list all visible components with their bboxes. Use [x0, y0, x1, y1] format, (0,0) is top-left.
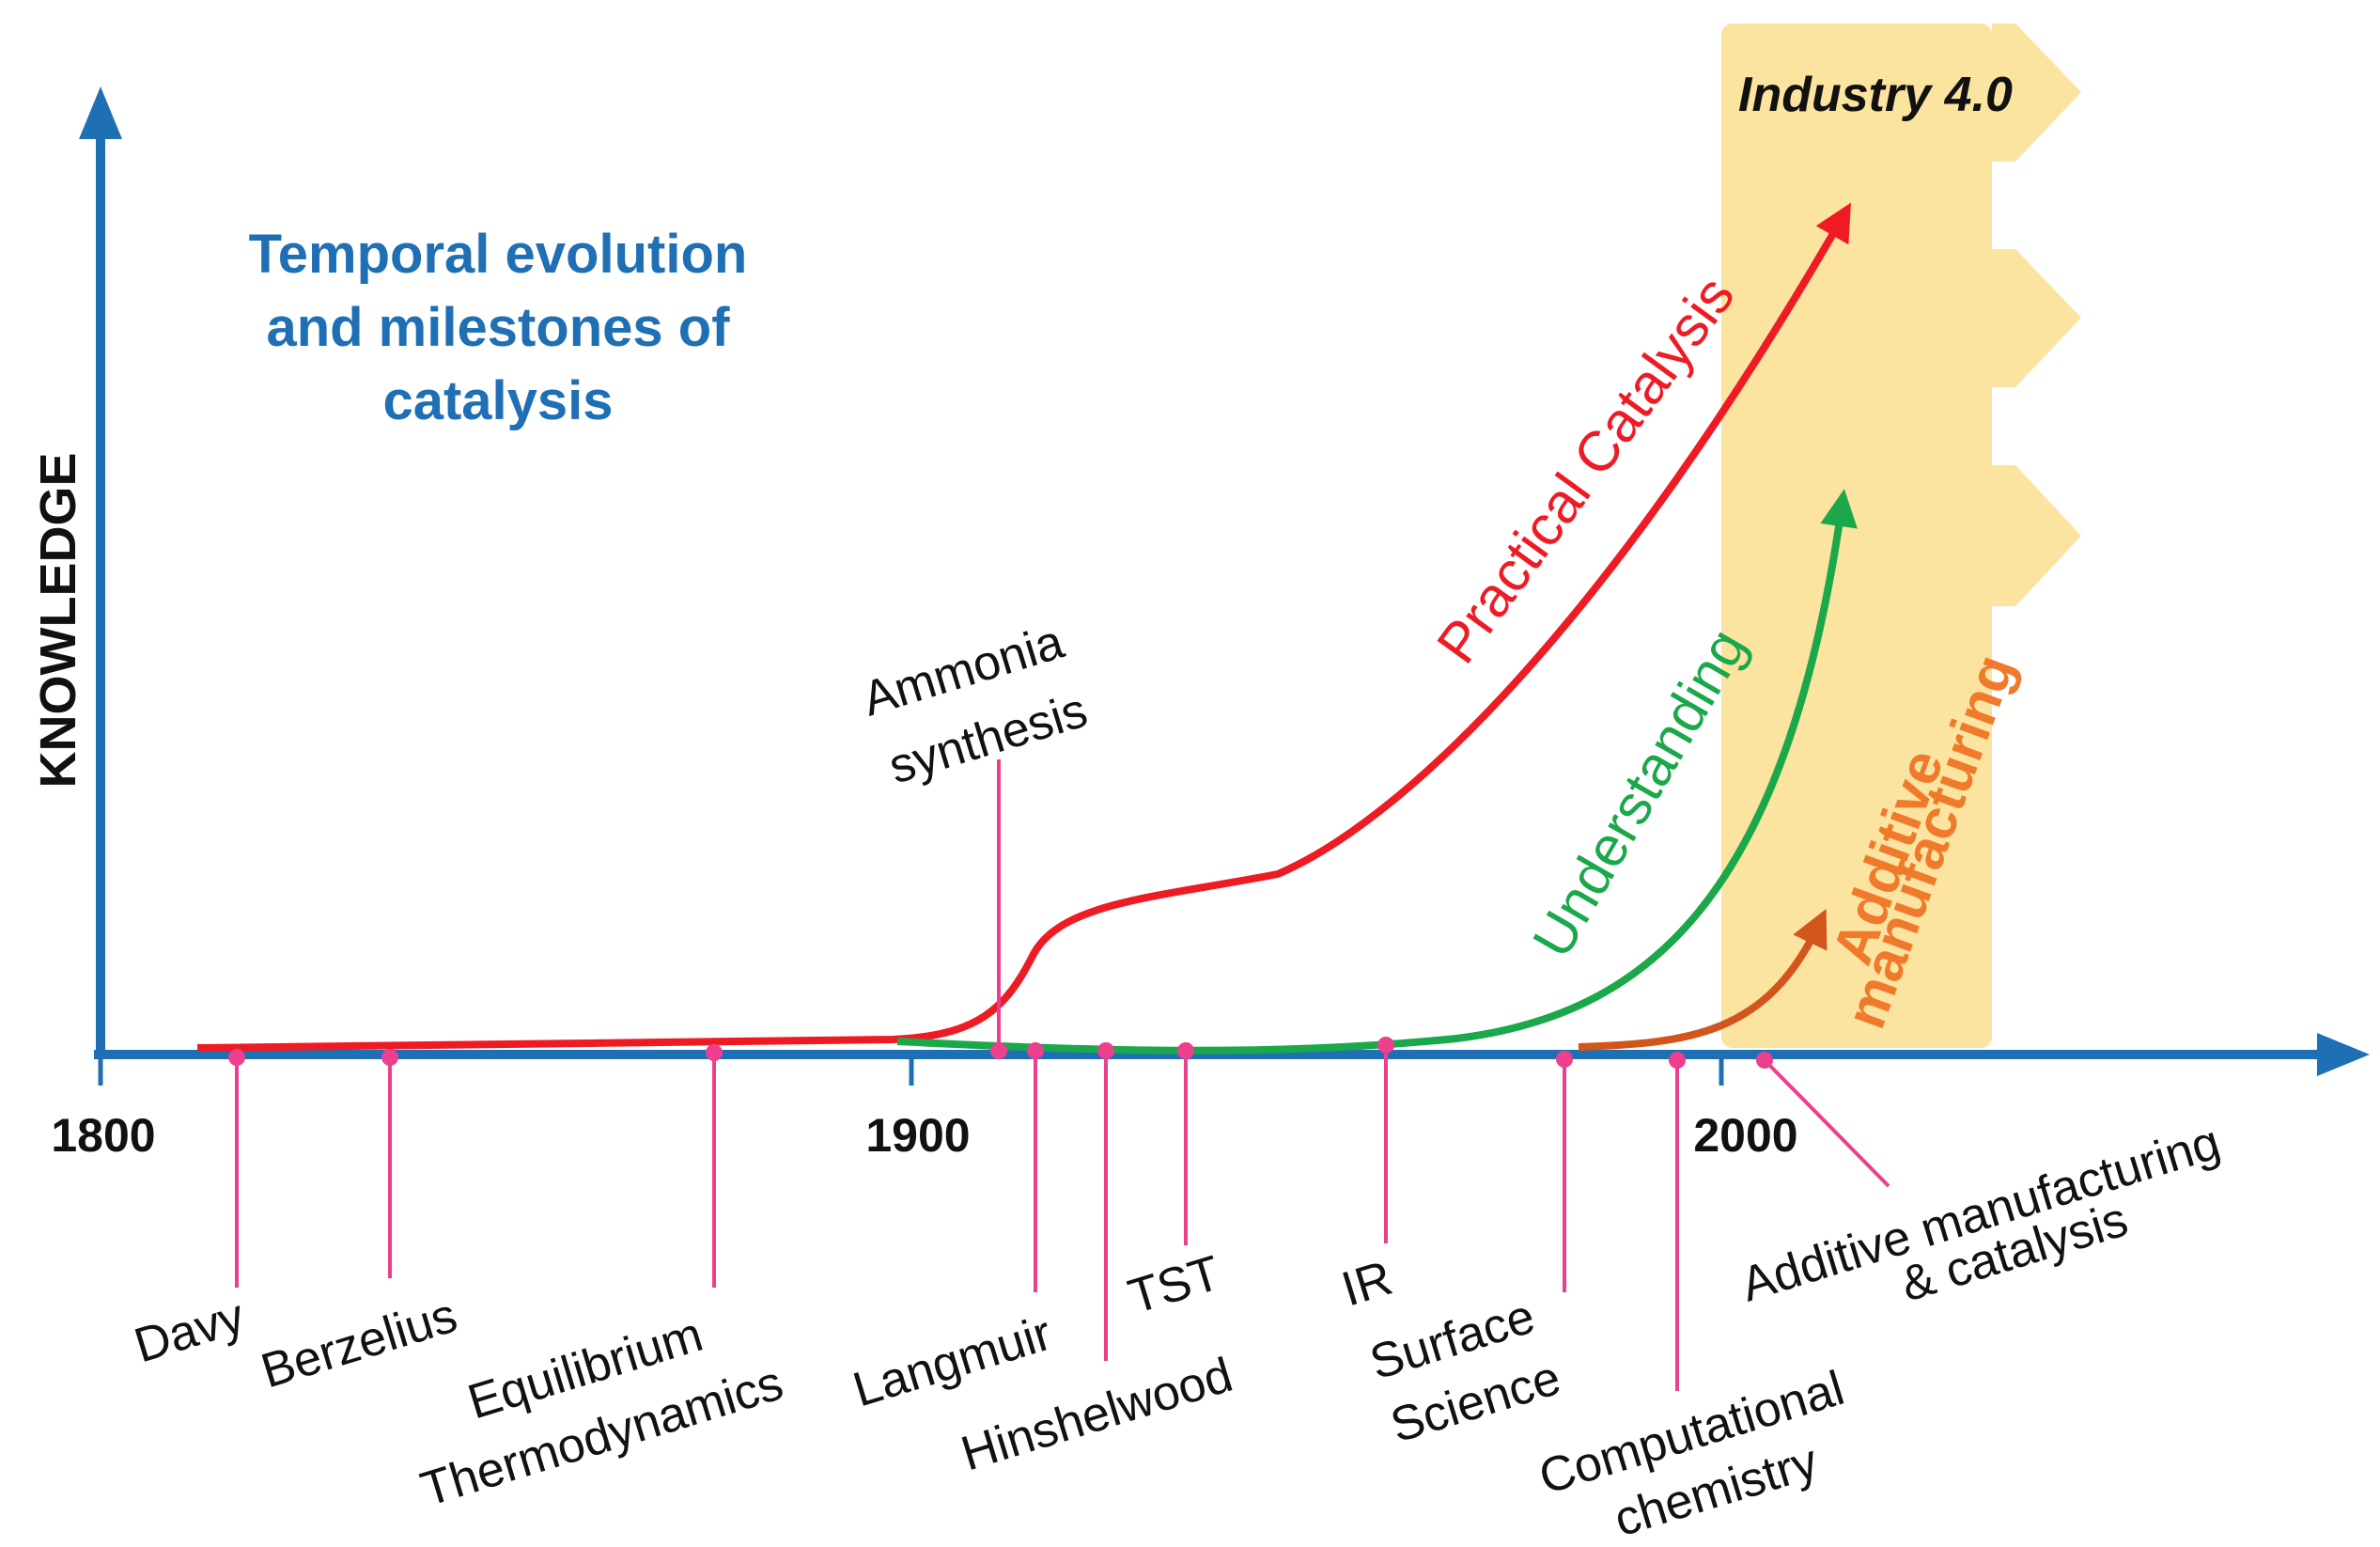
milestone-davy: Davy: [129, 1049, 251, 1373]
practical-catalysis-label: Practical Catalysis: [1424, 265, 1746, 675]
industry-arrow-top: [1992, 23, 2081, 162]
industry-label: Industry 4.0: [1738, 68, 2013, 122]
milestone-additive-catalysis: Additive manufacturing & catalysis: [1735, 1052, 2226, 1312]
industry-band: [1721, 23, 2081, 1048]
practical-catalysis-curve: [196, 202, 1851, 1052]
milestone-dot: [228, 1049, 245, 1066]
milestone-tst: TST: [1123, 1042, 1227, 1324]
x-tick-label-2000: 2000: [1693, 1109, 1797, 1162]
axes: [79, 86, 2370, 1086]
milestone-computational-chemistry: Computational chemistry: [1533, 1052, 1850, 1547]
title-line-1: Temporal evolution: [249, 224, 748, 285]
ammonia-synthesis-label: Ammonia synthesis: [857, 615, 1094, 795]
milestone-dot: [706, 1044, 723, 1061]
industry-arrow-middle: [1992, 249, 2081, 387]
x-axis-arrow-icon: [2317, 1033, 2370, 1076]
milestone-langmuir-label: Langmuir: [848, 1306, 1058, 1418]
milestone-dot: [1177, 1042, 1194, 1059]
additive-manufacturing-curve: [1578, 908, 1828, 1051]
milestone-ir-label: IR: [1336, 1251, 1399, 1318]
x-tick-label-1800: 1800: [51, 1109, 155, 1162]
title-line-2: and milestones of: [266, 297, 730, 358]
x-tick-label-1900: 1900: [865, 1109, 970, 1162]
industry-arrow-bottom: [1992, 465, 2081, 606]
understanding-curve: [896, 489, 1858, 1055]
milestone-langmuir: Langmuir: [848, 1042, 1058, 1417]
milestone-dot: [1027, 1042, 1044, 1059]
milestone-dot: [1669, 1052, 1686, 1069]
milestone-dot: [1097, 1042, 1114, 1059]
diagram-title: Temporal evolution and milestones of cat…: [249, 224, 748, 431]
milestone-equilibrium: Equilibrium Thermodynamics: [415, 1044, 789, 1517]
y-axis-arrow-icon: [79, 86, 122, 139]
milestone-dot: [381, 1049, 398, 1066]
ammonia-dot: [990, 1042, 1007, 1059]
milestone-dot: [1556, 1051, 1573, 1068]
milestone-berzelius-label: Berzelius: [256, 1288, 463, 1399]
milestone-surface-science: Surface Science: [1364, 1051, 1573, 1453]
milestone-dot: [1377, 1037, 1394, 1054]
milestone-davy-label: Davy: [129, 1289, 251, 1373]
milestone-dot: [1756, 1052, 1773, 1069]
milestone-ir: IR: [1336, 1037, 1399, 1318]
y-axis-label: KNOWLEDGE: [30, 453, 86, 789]
title-line-3: catalysis: [382, 370, 613, 431]
milestone-tst-label: TST: [1123, 1245, 1227, 1324]
milestone-berzelius: Berzelius: [256, 1049, 463, 1399]
